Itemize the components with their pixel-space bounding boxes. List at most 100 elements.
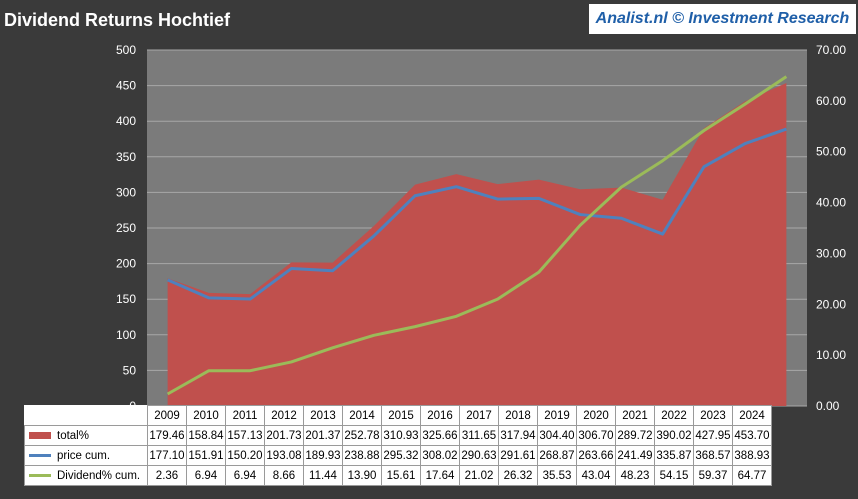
data-label: 252.78 xyxy=(342,425,382,446)
legend-label-price: price cum. xyxy=(57,449,111,462)
data-label: 15.61 xyxy=(381,465,421,486)
data-label: 59.37 xyxy=(693,465,733,486)
data-label: 26.32 xyxy=(498,465,538,486)
y-left-tick-label: 200 xyxy=(116,257,136,271)
legend-key-dividend-icon xyxy=(29,473,51,477)
y-right-tick-label: 30.00 xyxy=(816,246,846,260)
y-right-tick-label: 40.00 xyxy=(816,196,846,210)
table-row-dividend: Dividend% cum. 2.36 6.94 6.94 8.66 11.44 13.9… xyxy=(24,465,772,486)
x-tick-label: 2013 xyxy=(303,405,343,426)
data-label: 306.70 xyxy=(576,425,616,446)
data-label: 238.88 xyxy=(342,445,382,466)
x-tick-label: 2017 xyxy=(459,405,499,426)
data-label: 304.40 xyxy=(537,425,577,446)
brand-banner: Analist.nl © Investment Research xyxy=(589,4,856,34)
y-right-tick-label: 10.00 xyxy=(816,348,846,362)
data-label: 150.20 xyxy=(225,445,265,466)
data-label: 311.65 xyxy=(459,425,499,446)
y-left-tick-label: 450 xyxy=(116,79,136,93)
data-label: 368.57 xyxy=(693,445,733,466)
y-left-tick-label: 100 xyxy=(116,328,136,342)
table-row-total: total% 179.46 158.84 157.13 201.73 201.37 252… xyxy=(24,425,772,446)
data-label: 193.08 xyxy=(264,445,304,466)
x-tick-label: 2024 xyxy=(732,405,772,426)
y-right-tick-label: 20.00 xyxy=(816,297,846,311)
data-label: 158.84 xyxy=(186,425,226,446)
y-left-tick-label: 350 xyxy=(116,150,136,164)
x-tick-label: 2012 xyxy=(264,405,304,426)
data-label: 289.72 xyxy=(615,425,655,446)
data-label: 177.10 xyxy=(147,445,187,466)
x-tick-label: 2020 xyxy=(576,405,616,426)
x-tick-label: 2018 xyxy=(498,405,538,426)
x-tick-label: 2019 xyxy=(537,405,577,426)
x-tick-label: 2014 xyxy=(342,405,382,426)
x-tick-label: 2016 xyxy=(420,405,460,426)
y-left-tick-label: 150 xyxy=(116,292,136,306)
table-header-row: 2009 2010 2011 2012 2013 2014 2015 2016 2017 2018… xyxy=(24,405,772,426)
x-tick-label: 2009 xyxy=(147,405,187,426)
y-left-tick-label: 300 xyxy=(116,185,136,199)
legend-label-dividend: Dividend% cum. xyxy=(57,469,141,482)
data-label: 290.63 xyxy=(459,445,499,466)
data-label: 295.32 xyxy=(381,445,421,466)
data-label: 310.93 xyxy=(381,425,421,446)
data-label: 427.95 xyxy=(693,425,733,446)
x-tick-label: 2015 xyxy=(381,405,421,426)
x-tick-label: 2021 xyxy=(615,405,655,426)
data-label: 64.77 xyxy=(732,465,772,486)
data-label: 268.87 xyxy=(537,445,577,466)
data-label: 13.90 xyxy=(342,465,382,486)
y-right-tick-label: 50.00 xyxy=(816,145,846,159)
table-corner xyxy=(24,405,148,426)
data-label: 8.66 xyxy=(264,465,304,486)
series-price-line xyxy=(167,127,787,301)
legend-key-total-icon xyxy=(29,431,51,439)
legend-price: price cum. xyxy=(24,445,148,466)
series-total-area xyxy=(167,82,787,406)
y-left-tick-label: 250 xyxy=(116,221,136,235)
x-tick-label: 2023 xyxy=(693,405,733,426)
data-table: 2009 2010 2011 2012 2013 2014 2015 2016 2017 2018… xyxy=(24,405,772,486)
data-label: 151.91 xyxy=(186,445,226,466)
y-right-tick-label: 0.00 xyxy=(816,399,840,413)
y-left-tick-label: 50 xyxy=(123,363,137,377)
data-label: 453.70 xyxy=(732,425,772,446)
legend-key-price-icon xyxy=(29,453,51,457)
legend-total: total% xyxy=(24,425,148,446)
data-label: 317.94 xyxy=(498,425,538,446)
data-label: 17.64 xyxy=(420,465,460,486)
data-label: 390.02 xyxy=(654,425,694,446)
y-right-tick-label: 70.00 xyxy=(816,43,846,57)
data-label: 35.53 xyxy=(537,465,577,486)
data-label: 189.93 xyxy=(303,445,343,466)
y-left-tick-label: 400 xyxy=(116,114,136,128)
data-label: 201.73 xyxy=(264,425,304,446)
data-label: 241.49 xyxy=(615,445,655,466)
legend-dividend: Dividend% cum. xyxy=(24,465,148,486)
data-label: 388.93 xyxy=(732,445,772,466)
x-tick-label: 2011 xyxy=(225,405,265,426)
data-label: 48.23 xyxy=(615,465,655,486)
y-right-tick-label: 60.00 xyxy=(816,94,846,108)
x-tick-label: 2010 xyxy=(186,405,226,426)
data-label: 179.46 xyxy=(147,425,187,446)
data-label: 6.94 xyxy=(225,465,265,486)
data-label: 308.02 xyxy=(420,445,460,466)
chart-title: Dividend Returns Hochtief xyxy=(4,10,231,30)
data-label: 201.37 xyxy=(303,425,343,446)
x-tick-label: 2022 xyxy=(654,405,694,426)
data-label: 291.61 xyxy=(498,445,538,466)
data-label: 263.66 xyxy=(576,445,616,466)
data-label: 325.66 xyxy=(420,425,460,446)
data-label: 2.36 xyxy=(147,465,187,486)
legend-label-total: total% xyxy=(57,429,89,442)
data-label: 157.13 xyxy=(225,425,265,446)
data-label: 6.94 xyxy=(186,465,226,486)
table-row-price: price cum. 177.10 151.91 150.20 193.08 189.9… xyxy=(24,445,772,466)
series-dividend-line xyxy=(166,75,788,396)
data-label: 54.15 xyxy=(654,465,694,486)
data-label: 43.04 xyxy=(576,465,616,486)
data-label: 21.02 xyxy=(459,465,499,486)
